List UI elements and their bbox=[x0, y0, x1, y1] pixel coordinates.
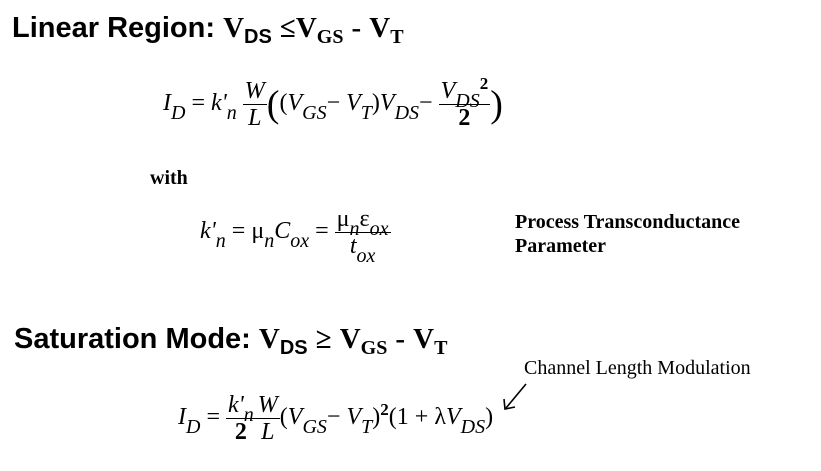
vds-symbol: VDS bbox=[258, 323, 308, 359]
linear-region-label: Linear Region: bbox=[12, 12, 216, 44]
process-transconductance-label: Process Transconductance Parameter bbox=[515, 211, 740, 257]
minus-symbol: - bbox=[395, 323, 406, 355]
saturation-mode-label: Saturation Mode: bbox=[14, 323, 251, 355]
minus-symbol: - bbox=[351, 12, 362, 44]
annotation-arrow-icon bbox=[503, 383, 527, 410]
vgs-symbol: VGS bbox=[339, 323, 388, 359]
channel-length-modulation-label: Channel Length Modulation bbox=[524, 357, 751, 379]
ge-symbol: ≥ bbox=[315, 323, 332, 355]
vds-symbol: VDS bbox=[223, 12, 272, 48]
saturation-mode-heading: Saturation Mode: VDS ≥ VGS - VT bbox=[14, 323, 448, 359]
le-symbol: ≤ bbox=[279, 12, 296, 44]
kn-over-2-fraction: k'n 2 bbox=[226, 392, 256, 445]
with-label: with bbox=[150, 167, 188, 189]
linear-current-equation: ID = k'n W L ((VGS− VT)VDS− VDS2 2) bbox=[163, 74, 503, 131]
vgs-symbol: VGS bbox=[295, 12, 344, 48]
saturation-current-equation: ID = k'n 2 W L (VGS− VT)2(1 + λVDS) bbox=[178, 392, 494, 445]
vt-symbol: VT bbox=[413, 323, 448, 359]
kn-prime-equation: k'n = μnCox = μnεox tox bbox=[200, 206, 391, 267]
linear-region-heading: Linear Region: VDS ≤VGS - VT bbox=[12, 12, 404, 48]
vds-squared-over-2-fraction: VDS2 2 bbox=[438, 74, 491, 131]
vt-symbol: VT bbox=[369, 12, 404, 48]
mu-eps-over-tox-fraction: μnεox tox bbox=[334, 206, 391, 267]
